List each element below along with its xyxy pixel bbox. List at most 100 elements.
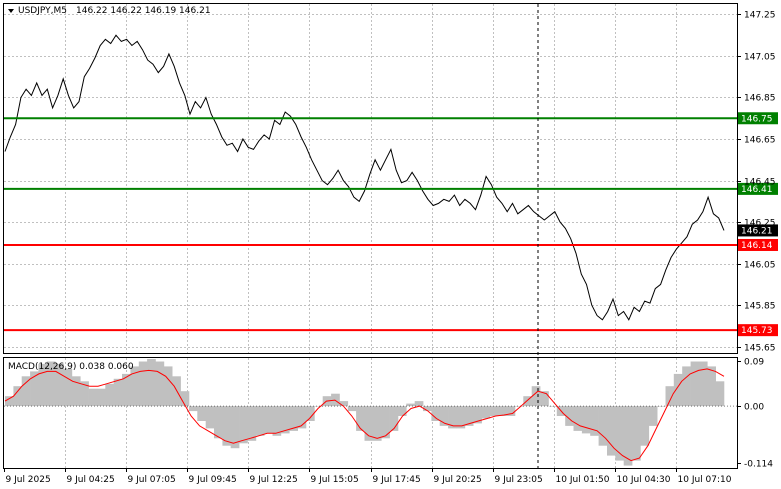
price-tick-label: 147.25 — [744, 11, 776, 21]
macd-bar — [498, 406, 507, 416]
macd-bar — [698, 361, 708, 407]
macd-bar — [623, 406, 633, 466]
macd-bar — [590, 406, 599, 436]
macd-bar — [715, 381, 725, 407]
level-label: 146.41 — [741, 185, 773, 195]
macd-bar — [381, 406, 390, 439]
current-price-label: 146.21 — [741, 226, 773, 236]
price-levels: 146.75 146.41 146.14 145.73 — [4, 112, 778, 337]
macd-bar — [707, 366, 716, 406]
macd-bar — [531, 386, 541, 406]
macd-bar — [289, 406, 298, 431]
macd-bar — [5, 396, 14, 407]
level-label-box — [738, 182, 778, 195]
macd-bar — [648, 406, 658, 426]
macd-bar — [673, 373, 683, 407]
macd-bar — [71, 376, 81, 406]
macd-bar — [439, 406, 449, 426]
macd-bar — [180, 391, 190, 407]
macd-bar — [356, 406, 365, 431]
macd-bar — [448, 406, 457, 429]
price-tick-label: 147.05 — [744, 53, 776, 63]
macd-bar — [105, 383, 114, 407]
time-tick-label: 9 Jul 2025 — [6, 475, 51, 485]
macd-bar — [88, 388, 98, 406]
macd-bar — [548, 406, 558, 407]
macd-bar — [155, 361, 165, 407]
macd-bar — [456, 406, 466, 429]
price-tick-label: 146.25 — [744, 219, 776, 229]
macd-bar — [239, 406, 248, 444]
macd-bar — [632, 406, 641, 461]
price-axis: 147.25147.05146.85146.65146.45146.25146.… — [737, 11, 776, 354]
macd-bar — [97, 388, 106, 406]
macd-bar — [222, 406, 232, 446]
macd-bar — [607, 406, 616, 456]
macd-bar — [389, 406, 399, 431]
macd-bar — [247, 406, 257, 441]
symbol-dropdown-icon[interactable] — [8, 9, 14, 13]
macd-bar — [423, 406, 432, 412]
time-tick-label: 9 Jul 20:25 — [434, 475, 482, 485]
macd-bar — [523, 396, 532, 407]
macd-bar — [573, 406, 583, 431]
macd-bar — [506, 406, 516, 416]
macd-bar — [197, 406, 206, 421]
macd-tick-label: 0.09 — [744, 358, 764, 368]
macd-bar — [272, 406, 282, 436]
macd-bar — [13, 386, 23, 406]
macd-bar — [63, 368, 73, 407]
time-tick-label: 10 Jul 04:30 — [617, 475, 671, 485]
macd-bar — [230, 406, 240, 449]
macd-bar — [515, 406, 524, 407]
macd-bar — [665, 386, 675, 406]
macd-bar — [297, 406, 307, 429]
time-tick-label: 9 Jul 04:25 — [67, 475, 115, 485]
time-tick-label: 9 Jul 17:45 — [373, 475, 421, 485]
macd-bar — [640, 406, 650, 446]
macd-bar — [540, 391, 549, 407]
level-label: 146.14 — [741, 241, 773, 251]
macd-bar — [481, 406, 491, 419]
level-label: 145.73 — [741, 326, 773, 336]
time-axis: 9 Jul 2025 9 Jul 04:25 9 Jul 07:05 9 Jul 09… — [4, 468, 732, 485]
macd-bar — [306, 406, 315, 421]
macd-tick-label: -0.114 — [744, 460, 773, 470]
macd-bar — [347, 406, 357, 412]
time-tick-label: 9 Jul 09:45 — [189, 475, 237, 485]
macd-bar — [138, 361, 148, 407]
macd-bar — [431, 406, 441, 421]
macd-bar — [406, 403, 415, 407]
price-tick-label: 146.85 — [744, 94, 776, 104]
macd-bar — [339, 401, 349, 407]
macd-tick-label: 0.00 — [744, 403, 764, 413]
macd-bar — [280, 406, 290, 434]
chart-symbol[interactable]: USDJPY,M5 — [18, 6, 67, 16]
price-line — [4, 34, 725, 321]
macd-bar — [80, 381, 89, 407]
macd-bar — [113, 378, 123, 407]
macd-bar — [55, 363, 64, 406]
macd-label: MACD(12,26,9) 0.038 0.060 — [8, 362, 134, 372]
macd-bar — [473, 406, 482, 424]
time-tick-label: 10 Jul 01:50 — [556, 475, 610, 485]
macd-histogram — [5, 359, 725, 466]
macd-bar — [598, 406, 608, 446]
macd-bar — [489, 406, 499, 416]
macd-bar — [46, 361, 56, 407]
price-tick-label: 146.45 — [744, 178, 776, 188]
time-tick-label: 9 Jul 12:25 — [250, 475, 298, 485]
macd-bar — [565, 406, 574, 426]
macd-bar — [690, 361, 700, 407]
macd-bar — [615, 406, 624, 461]
macd-bar — [130, 366, 140, 406]
macd-bar — [581, 406, 591, 434]
macd-bar — [464, 406, 474, 426]
macd-axis: 0.09 0.00 -0.114 — [737, 358, 773, 470]
price-tick-label: 145.65 — [744, 344, 776, 354]
current-price-box — [738, 224, 778, 237]
time-tick-label: 10 Jul 07:10 — [678, 475, 732, 485]
macd-bar — [264, 406, 273, 434]
time-tick-label: 9 Jul 15:05 — [311, 475, 359, 485]
